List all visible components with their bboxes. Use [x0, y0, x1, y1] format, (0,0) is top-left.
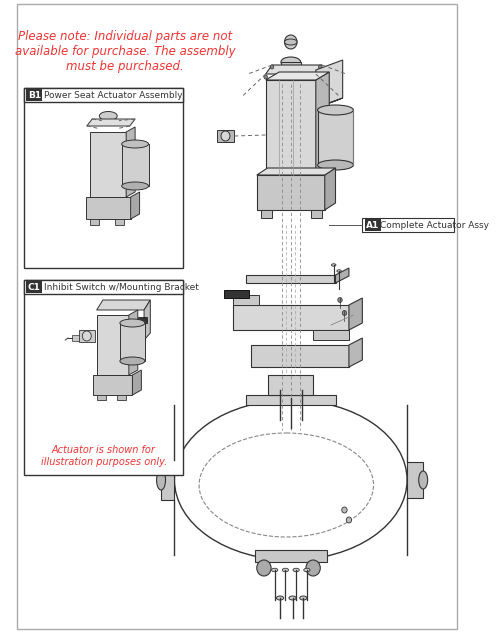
- Polygon shape: [132, 370, 141, 395]
- Bar: [255, 550, 326, 562]
- Ellipse shape: [122, 140, 148, 148]
- Polygon shape: [96, 300, 150, 310]
- Polygon shape: [316, 72, 329, 175]
- Ellipse shape: [318, 160, 354, 170]
- Bar: [24, 88, 184, 268]
- Ellipse shape: [282, 568, 288, 572]
- Ellipse shape: [120, 319, 145, 327]
- Ellipse shape: [156, 470, 166, 490]
- Circle shape: [264, 75, 268, 79]
- Ellipse shape: [281, 57, 300, 67]
- Text: Actuator is shown for
illustration purposes only.: Actuator is shown for illustration purpo…: [40, 445, 167, 467]
- Polygon shape: [129, 310, 138, 375]
- Circle shape: [270, 65, 274, 69]
- Polygon shape: [349, 298, 362, 330]
- Circle shape: [257, 560, 271, 576]
- Polygon shape: [349, 338, 362, 367]
- Bar: [224, 290, 248, 298]
- Ellipse shape: [300, 596, 307, 600]
- Text: C1: C1: [28, 282, 40, 292]
- Polygon shape: [316, 98, 342, 108]
- Text: Complete Actuator Assy: Complete Actuator Assy: [380, 220, 489, 230]
- Polygon shape: [257, 168, 336, 175]
- Polygon shape: [250, 345, 349, 367]
- Circle shape: [284, 35, 297, 49]
- Bar: [24, 88, 184, 102]
- Polygon shape: [161, 460, 174, 500]
- Ellipse shape: [293, 568, 300, 572]
- Ellipse shape: [318, 105, 354, 115]
- Bar: [93, 375, 132, 395]
- Circle shape: [82, 331, 92, 341]
- Bar: [261, 210, 272, 218]
- Bar: [318, 110, 354, 165]
- Ellipse shape: [100, 111, 117, 120]
- Polygon shape: [130, 192, 140, 219]
- Bar: [90, 219, 100, 225]
- Bar: [246, 395, 336, 405]
- Bar: [281, 62, 300, 70]
- Text: Please note: Individual parts are not
available for purchase. The assembly
must : Please note: Individual parts are not av…: [15, 30, 235, 73]
- Bar: [24, 280, 184, 475]
- Bar: [78, 330, 95, 342]
- Bar: [86, 197, 130, 219]
- Ellipse shape: [304, 568, 310, 572]
- Bar: [116, 219, 124, 225]
- Ellipse shape: [276, 388, 283, 392]
- Circle shape: [346, 517, 352, 523]
- Polygon shape: [232, 305, 349, 330]
- Circle shape: [342, 311, 346, 315]
- Circle shape: [338, 298, 342, 303]
- Text: B1: B1: [28, 91, 41, 99]
- Bar: [312, 210, 322, 218]
- Polygon shape: [336, 268, 349, 283]
- Polygon shape: [325, 168, 336, 210]
- Bar: [257, 175, 325, 210]
- Bar: [120, 323, 145, 361]
- Text: A1: A1: [366, 220, 379, 230]
- Circle shape: [314, 75, 318, 79]
- Ellipse shape: [298, 388, 305, 392]
- Polygon shape: [87, 119, 135, 126]
- Ellipse shape: [287, 396, 294, 400]
- Polygon shape: [407, 462, 423, 498]
- Bar: [246, 275, 336, 283]
- Bar: [90, 132, 126, 197]
- Polygon shape: [266, 65, 322, 74]
- Ellipse shape: [122, 182, 148, 190]
- Bar: [117, 395, 126, 400]
- Bar: [362, 218, 454, 232]
- Circle shape: [342, 507, 347, 513]
- Text: Power Seat Actuator Assembly: Power Seat Actuator Assembly: [44, 91, 182, 99]
- Ellipse shape: [332, 264, 336, 266]
- Polygon shape: [268, 375, 313, 395]
- Ellipse shape: [276, 596, 283, 600]
- Ellipse shape: [284, 39, 297, 45]
- Bar: [96, 395, 106, 400]
- Circle shape: [318, 65, 322, 69]
- Circle shape: [221, 131, 230, 141]
- Polygon shape: [232, 295, 260, 305]
- Ellipse shape: [418, 471, 428, 489]
- Ellipse shape: [120, 357, 145, 365]
- Bar: [266, 80, 316, 175]
- Text: Inhibit Switch w/Mounting Bracket: Inhibit Switch w/Mounting Bracket: [44, 282, 199, 292]
- Polygon shape: [144, 300, 150, 340]
- Ellipse shape: [289, 596, 296, 600]
- Circle shape: [306, 560, 320, 576]
- Bar: [138, 317, 146, 323]
- Polygon shape: [316, 60, 342, 108]
- Bar: [216, 130, 234, 142]
- Polygon shape: [266, 72, 329, 80]
- Ellipse shape: [272, 568, 278, 572]
- Bar: [24, 280, 184, 294]
- Polygon shape: [313, 330, 349, 340]
- Bar: [122, 144, 148, 186]
- Polygon shape: [126, 127, 135, 197]
- Bar: [96, 315, 129, 375]
- Ellipse shape: [337, 270, 342, 272]
- Bar: [72, 335, 78, 341]
